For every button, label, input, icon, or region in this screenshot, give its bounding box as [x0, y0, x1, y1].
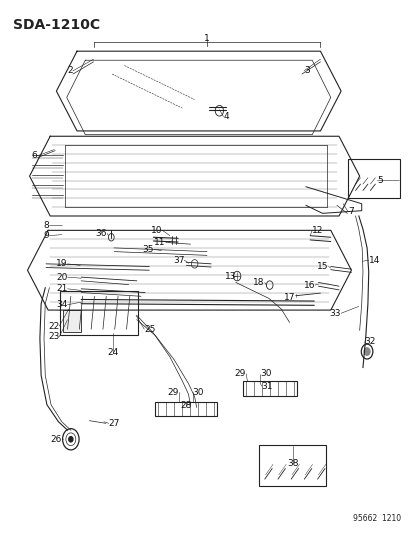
Text: 11: 11 [154, 238, 165, 247]
Text: 10: 10 [151, 226, 162, 235]
Text: 95662  1210: 95662 1210 [352, 514, 400, 523]
Text: 7: 7 [347, 207, 353, 216]
Text: 31: 31 [261, 382, 272, 391]
Text: 35: 35 [142, 245, 154, 254]
Text: 28: 28 [180, 401, 192, 410]
Text: 24: 24 [107, 348, 118, 357]
Text: 16: 16 [303, 280, 314, 289]
Text: 22: 22 [48, 321, 59, 330]
Text: 30: 30 [259, 369, 271, 378]
Text: 19: 19 [56, 260, 67, 268]
Bar [243, 381, 296, 396]
Text: 20: 20 [56, 273, 67, 281]
Text: 33: 33 [329, 309, 340, 318]
Text: 14: 14 [368, 256, 379, 264]
FancyBboxPatch shape [60, 291, 138, 335]
Text: 25: 25 [144, 325, 155, 334]
Text: 18: 18 [253, 278, 264, 287]
Text: 36: 36 [95, 229, 107, 238]
Bar [155, 401, 217, 416]
Text: 1: 1 [204, 35, 209, 44]
Text: SDA-1210C: SDA-1210C [13, 18, 100, 31]
Text: 9: 9 [43, 231, 49, 240]
Text: 13: 13 [225, 272, 236, 280]
Text: 2: 2 [67, 67, 73, 75]
FancyBboxPatch shape [347, 159, 399, 198]
Text: 6: 6 [31, 151, 37, 160]
Text: 38: 38 [286, 459, 298, 467]
Text: 3: 3 [303, 67, 309, 75]
Text: 5: 5 [376, 176, 382, 185]
Circle shape [69, 437, 73, 442]
FancyBboxPatch shape [62, 310, 81, 333]
Text: 32: 32 [364, 337, 375, 346]
Text: 15: 15 [316, 262, 328, 271]
Text: 17: 17 [284, 293, 295, 302]
Text: 8: 8 [43, 221, 49, 230]
Text: 37: 37 [172, 256, 184, 264]
Text: 23: 23 [48, 332, 59, 341]
Text: 27: 27 [109, 419, 120, 428]
Text: 26: 26 [50, 435, 62, 444]
Circle shape [363, 348, 369, 356]
Text: 12: 12 [311, 226, 323, 235]
Text: 21: 21 [56, 284, 67, 293]
FancyBboxPatch shape [259, 445, 325, 486]
Text: 4: 4 [223, 112, 228, 121]
Text: 30: 30 [192, 388, 204, 397]
Text: 29: 29 [167, 388, 178, 397]
Text: 34: 34 [56, 300, 67, 309]
Text: 29: 29 [234, 369, 246, 378]
